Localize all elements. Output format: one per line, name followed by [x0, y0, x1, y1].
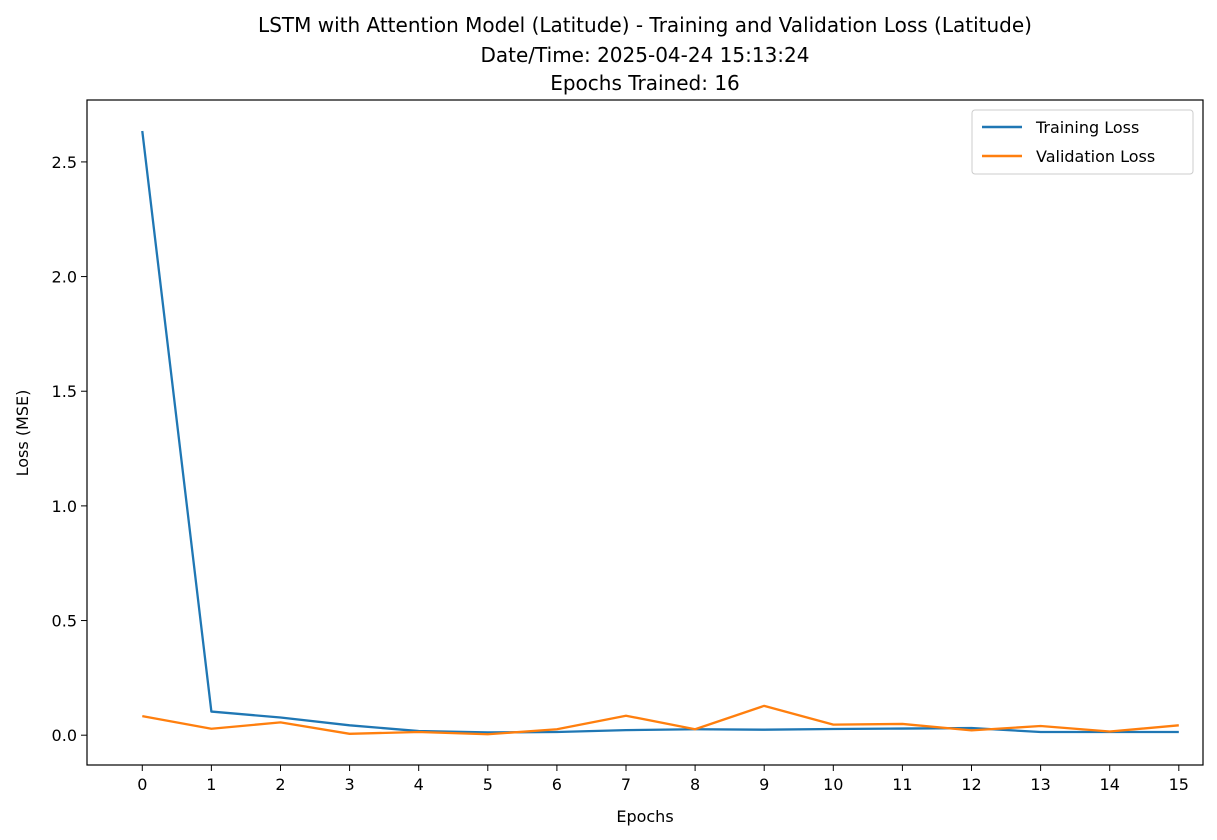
legend-label-validation: Validation Loss [1036, 147, 1155, 166]
chart-title: LSTM with Attention Model (Latitude) - T… [258, 13, 1032, 95]
x-tick-label: 4 [414, 775, 424, 794]
y-tick-label: 2.5 [52, 153, 77, 172]
x-tick-label: 13 [1030, 775, 1050, 794]
series-line-1 [142, 704, 1179, 736]
y-tick-label: 2.0 [52, 268, 77, 287]
x-tick-label: 14 [1100, 775, 1120, 794]
x-tick-label: 12 [961, 775, 981, 794]
x-tick-label: 0 [137, 775, 147, 794]
x-tick-label: 1 [206, 775, 216, 794]
x-tick-label: 15 [1169, 775, 1189, 794]
plot-frame [86, 99, 1204, 766]
x-tick-label: 2 [275, 775, 285, 794]
x-tick-label: 5 [483, 775, 493, 794]
x-tick-label: 6 [552, 775, 562, 794]
x-tick-label: 9 [759, 775, 769, 794]
y-tick-label: 0.0 [52, 726, 77, 745]
y-axis: 0.0 0.5 1.0 1.5 2.0 2.5 [52, 153, 87, 745]
y-tick-label: 1.5 [52, 382, 77, 401]
legend-label-training: Training Loss [1035, 118, 1139, 137]
x-tick-label: 11 [892, 775, 912, 794]
chart-title-line-2: Date/Time: 2025-04-24 15:13:24 [481, 43, 810, 67]
x-axis-label: Epochs [616, 807, 673, 826]
x-tick-label: 7 [621, 775, 631, 794]
x-axis: 0 1 2 3 4 5 6 7 8 9 10 11 12 13 14 15 [137, 765, 1189, 794]
x-tick-label: 10 [823, 775, 843, 794]
x-tick-label: 8 [690, 775, 700, 794]
series-line-0 [141, 130, 1179, 734]
chart-title-line-1: LSTM with Attention Model (Latitude) - T… [258, 13, 1032, 37]
y-tick-label: 0.5 [52, 612, 77, 631]
y-axis-label: Loss (MSE) [13, 390, 32, 477]
chart-title-line-3: Epochs Trained: 16 [550, 71, 740, 95]
legend: Training Loss Validation Loss [971, 109, 1194, 175]
y-tick-label: 1.0 [52, 497, 77, 516]
legend-box [971, 109, 1194, 175]
plot-area [141, 130, 1179, 736]
x-tick-label: 3 [344, 775, 354, 794]
